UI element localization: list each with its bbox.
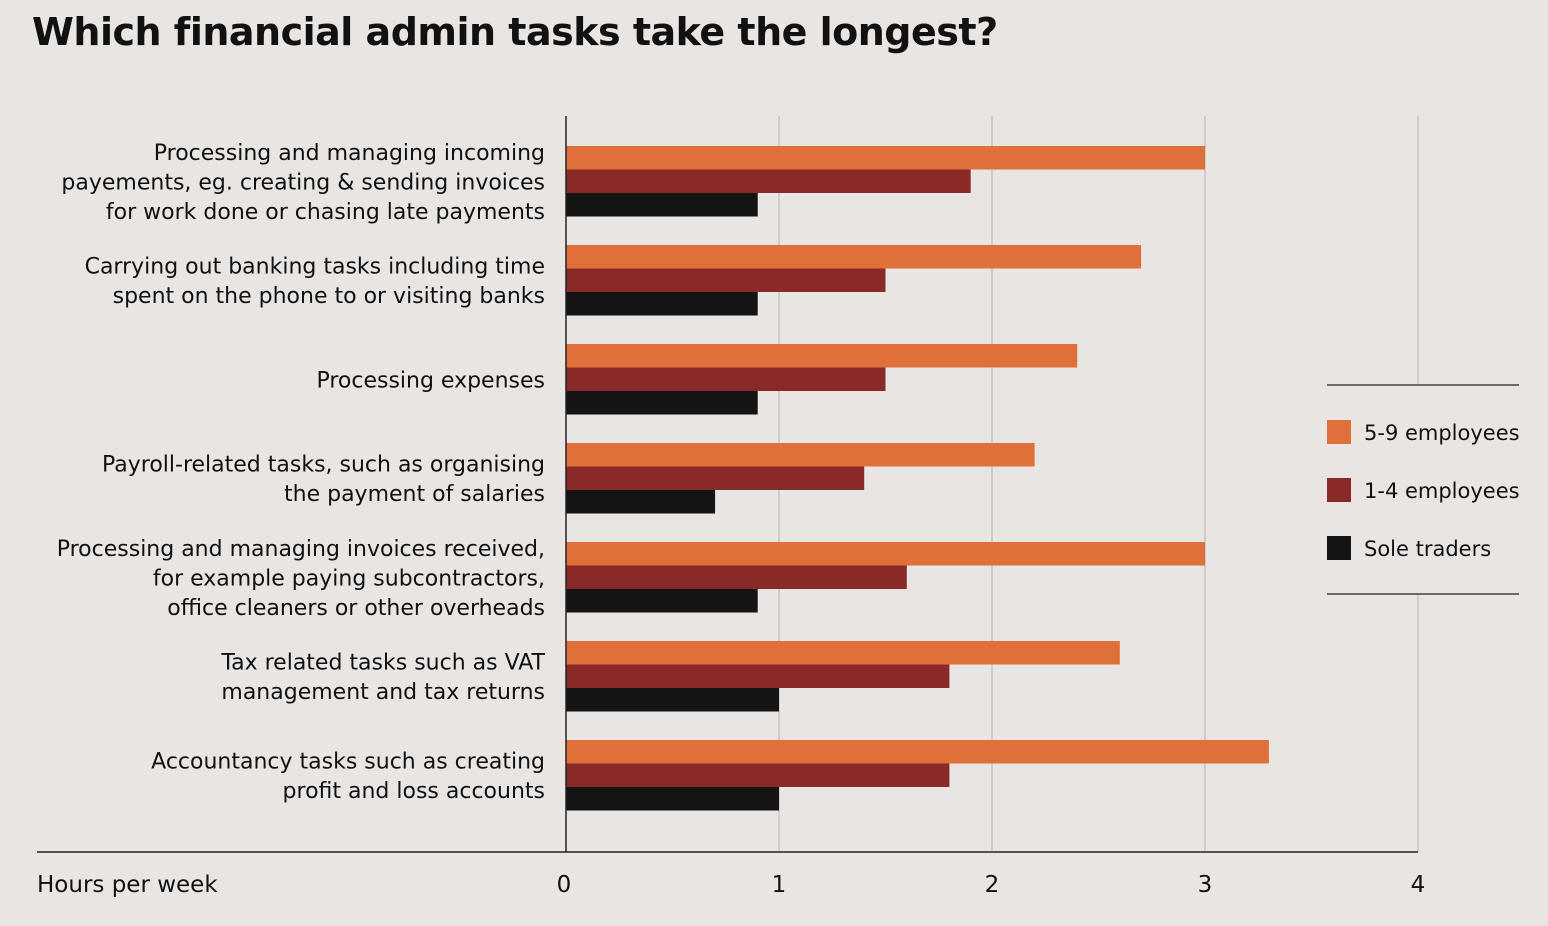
x-tick-label: 0 xyxy=(557,872,572,898)
bar-sole-traders-4 xyxy=(566,589,758,613)
bar-5-9-employees-3 xyxy=(566,443,1035,467)
legend-swatch xyxy=(1327,536,1351,560)
category-label: Processing and managing incoming xyxy=(154,141,545,166)
bar-1-4-employees-3 xyxy=(566,466,865,490)
bar-5-9-employees-5 xyxy=(566,641,1120,665)
category-label: Accountancy tasks such as creating xyxy=(151,750,545,775)
category-label: Processing expenses xyxy=(316,368,545,393)
category-label: Carrying out banking tasks including tim… xyxy=(85,255,545,280)
bar-sole-traders-1 xyxy=(566,292,758,316)
bars xyxy=(566,146,1269,811)
bar-5-9-employees-1 xyxy=(566,245,1142,269)
category-label: office cleaners or other overheads xyxy=(167,596,545,621)
category-label: spent on the phone to or visiting banks xyxy=(113,284,545,309)
x-tick-label: 2 xyxy=(985,872,1000,898)
legend-label: 5-9 employees xyxy=(1364,421,1520,445)
legend: 5-9 employees 1-4 employees Sole traders xyxy=(1327,384,1520,595)
bar-5-9-employees-4 xyxy=(566,542,1205,566)
category-label: the payment of salaries xyxy=(284,482,545,507)
category-labels: Processing and managing incoming payement… xyxy=(57,141,546,804)
bar-5-9-employees-2 xyxy=(566,344,1078,368)
x-tick-label: 1 xyxy=(772,872,787,898)
legend-label: 1-4 employees xyxy=(1364,479,1520,503)
category-label: for example paying subcontractors, xyxy=(153,566,545,591)
bar-5-9-employees-6 xyxy=(566,740,1269,764)
x-tick-label: 3 xyxy=(1198,872,1213,898)
bar-sole-traders-2 xyxy=(566,391,758,415)
bar-1-4-employees-0 xyxy=(566,169,971,193)
bar-1-4-employees-1 xyxy=(566,268,886,292)
category-label: Processing and managing invoices receive… xyxy=(57,537,545,562)
bar-sole-traders-0 xyxy=(566,193,758,217)
axes: 0 1 2 3 4 Hours per week xyxy=(37,116,1425,898)
legend-swatch xyxy=(1327,420,1351,444)
bar-sole-traders-3 xyxy=(566,490,716,514)
category-label: profit and loss accounts xyxy=(283,779,545,804)
bar-sole-traders-6 xyxy=(566,787,779,811)
bar-1-4-employees-6 xyxy=(566,763,950,787)
bar-1-4-employees-2 xyxy=(566,367,886,391)
category-label: Tax related tasks such as VAT xyxy=(220,651,545,676)
bar-sole-traders-5 xyxy=(566,688,779,712)
category-label: payements, eg. creating & sending invoic… xyxy=(61,170,545,195)
x-tick-label: 4 xyxy=(1411,872,1426,898)
bar-1-4-employees-4 xyxy=(566,565,907,589)
bar-1-4-employees-5 xyxy=(566,664,950,688)
category-label: for work done or chasing late payments xyxy=(106,200,545,225)
x-axis-label: Hours per week xyxy=(37,872,218,898)
legend-label: Sole traders xyxy=(1364,537,1491,561)
bar-5-9-employees-0 xyxy=(566,146,1205,170)
legend-swatch xyxy=(1327,478,1351,502)
chart-title: Which financial admin tasks take the lon… xyxy=(32,10,998,54)
category-label: Payroll-related tasks, such as organisin… xyxy=(102,453,545,478)
category-label: management and tax returns xyxy=(221,680,545,705)
